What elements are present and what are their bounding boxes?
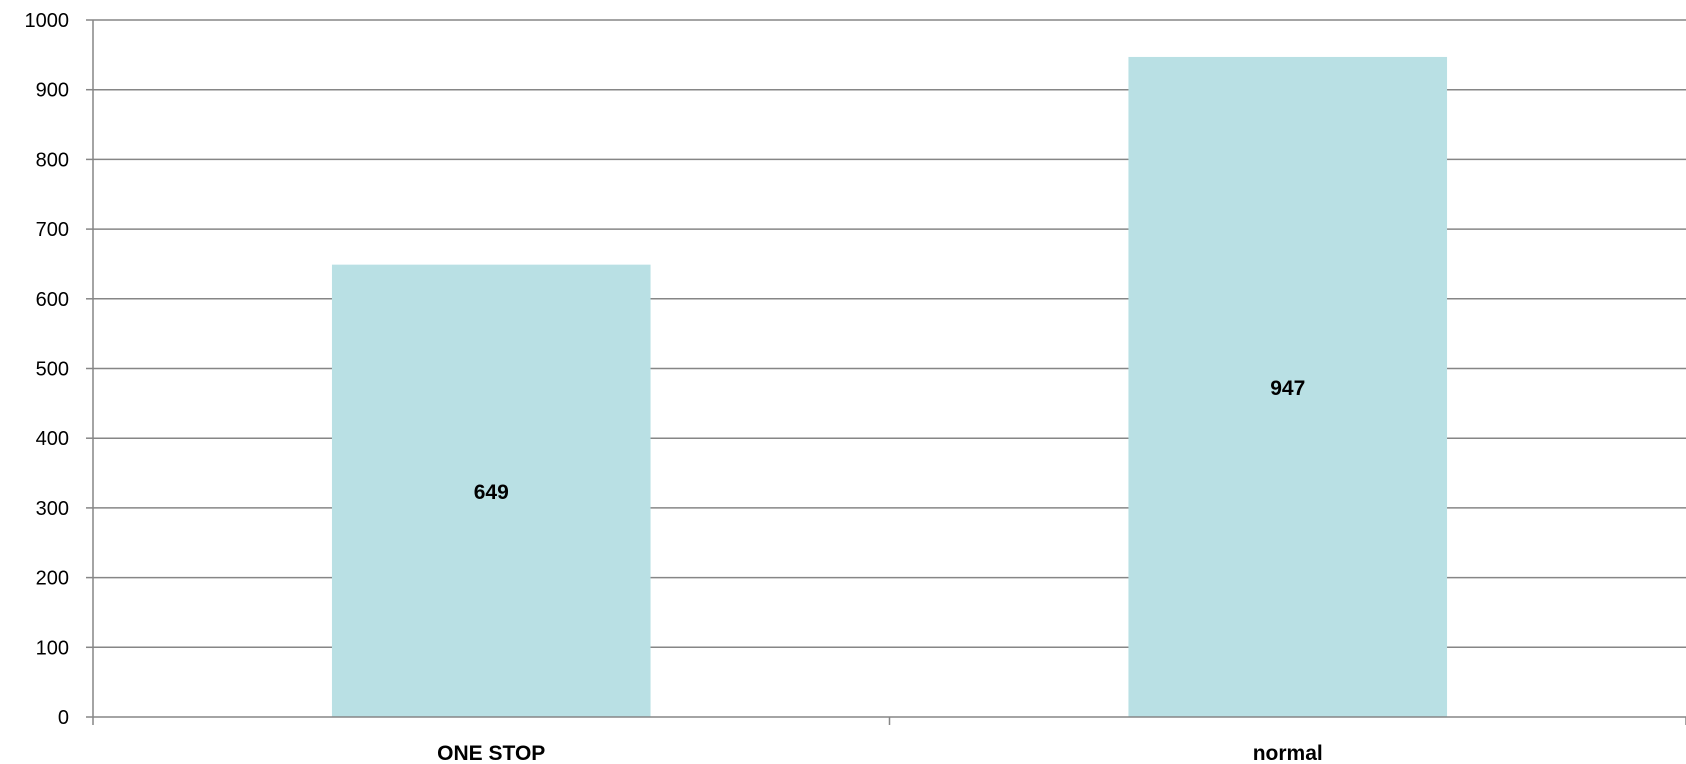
y-tick-label: 900 — [36, 80, 69, 102]
labels: 0 100 200 300 400 500 600 700 800 900 1000 649 ONE S… — [25, 10, 1323, 764]
y-tick-label: 1000 — [25, 10, 70, 32]
y-tick-label: 500 — [36, 359, 69, 381]
x-category-label: ONE STOP — [437, 742, 545, 764]
data-label: 649 — [474, 481, 509, 504]
bars — [331, 56, 1448, 718]
y-tick-label: 600 — [36, 289, 69, 311]
data-label: 947 — [1270, 377, 1305, 400]
y-tick-label: 0 — [58, 707, 69, 729]
y-tick-label: 200 — [36, 568, 69, 590]
y-tick-label: 800 — [36, 149, 69, 171]
axes — [86, 19, 1686, 725]
x-category-label: normal — [1253, 742, 1323, 764]
y-tick-label: 300 — [36, 498, 69, 520]
bar-one-stop — [331, 264, 651, 717]
bar-normal — [1128, 56, 1448, 718]
y-tick-label: 700 — [36, 219, 69, 241]
y-tick-label: 100 — [36, 637, 69, 659]
y-tick-label: 400 — [36, 428, 69, 450]
